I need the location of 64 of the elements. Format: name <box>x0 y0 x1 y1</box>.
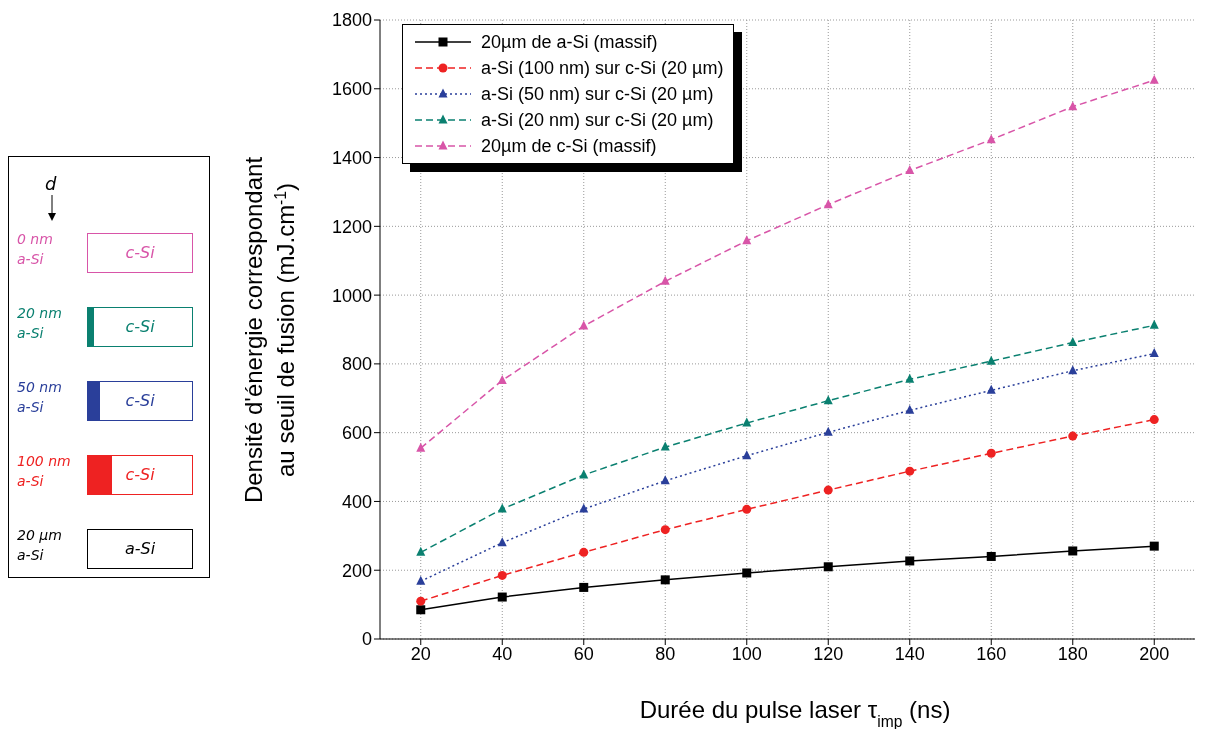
point <box>823 485 833 495</box>
point <box>905 466 915 476</box>
point <box>1068 431 1078 441</box>
point <box>823 426 833 436</box>
point <box>742 568 752 578</box>
point <box>416 442 426 452</box>
x-tick-label: 120 <box>813 643 844 664</box>
point <box>905 556 915 566</box>
point <box>1068 546 1078 556</box>
point <box>497 503 507 513</box>
x-tick-label: 40 <box>492 643 513 664</box>
x-tick-label: 200 <box>1139 643 1170 664</box>
x-axis-title: Durée du pulse laser τ$_{imp}$ (ns) <box>639 696 951 729</box>
legend-label: a-Si (50 nm) sur c-Si (20 µm) <box>481 83 714 105</box>
y-tick-label: 800 <box>341 354 372 375</box>
point <box>660 275 670 285</box>
point <box>579 547 589 557</box>
point <box>416 605 426 615</box>
point <box>497 374 507 384</box>
y-tick-label: 1200 <box>331 216 372 237</box>
point <box>660 575 670 585</box>
point <box>1149 541 1159 551</box>
x-tick-label: 140 <box>894 643 925 664</box>
y-tick-label: 1800 <box>331 10 372 31</box>
point <box>416 575 426 585</box>
point <box>579 582 589 592</box>
x-tick-label: 80 <box>655 643 676 664</box>
point <box>579 503 589 513</box>
legend-label: a-Si (100 nm) sur c-Si (20 µm) <box>481 57 724 79</box>
point <box>905 404 915 414</box>
point <box>986 551 996 561</box>
point <box>579 320 589 330</box>
point <box>660 525 670 535</box>
point <box>416 596 426 606</box>
y-tick-label: 1000 <box>331 285 372 306</box>
y-tick-label: 1400 <box>331 147 372 168</box>
point <box>986 384 996 394</box>
x-tick-label: 100 <box>731 643 762 664</box>
point <box>986 355 996 365</box>
point <box>1149 74 1159 84</box>
x-tick-label: 160 <box>976 643 1007 664</box>
point <box>497 592 507 602</box>
point <box>742 504 752 514</box>
y-tick-label: 1600 <box>331 79 372 100</box>
x-tick-label: 20 <box>410 643 431 664</box>
point <box>742 417 752 427</box>
point <box>905 373 915 383</box>
x-tick-label: 180 <box>1057 643 1088 664</box>
legend-label: a-Si (20 nm) sur c-Si (20 µm) <box>481 109 714 131</box>
y-tick-label: 0 <box>361 629 372 650</box>
point <box>497 570 507 580</box>
y-tick-label: 200 <box>341 560 372 581</box>
point <box>986 448 996 458</box>
point <box>823 562 833 572</box>
x-tick-label: 60 <box>573 643 594 664</box>
point <box>1149 319 1159 329</box>
point <box>660 441 670 451</box>
point <box>416 546 426 556</box>
y-tick-label: 400 <box>341 491 372 512</box>
legend-label: 20µm de a-Si (massif) <box>481 31 658 53</box>
layer-diagram: d 0 nm a-Si c-Si 20 nm a-Si c-Si 50 nm a-Si c-Si 100 nm a-Si c-Si 20 µm a-Si a-Si <box>8 156 210 578</box>
y-tick-label: 600 <box>341 423 372 444</box>
legend-label: 20µm de c-Si (massif) <box>481 135 657 157</box>
point <box>1149 415 1159 425</box>
